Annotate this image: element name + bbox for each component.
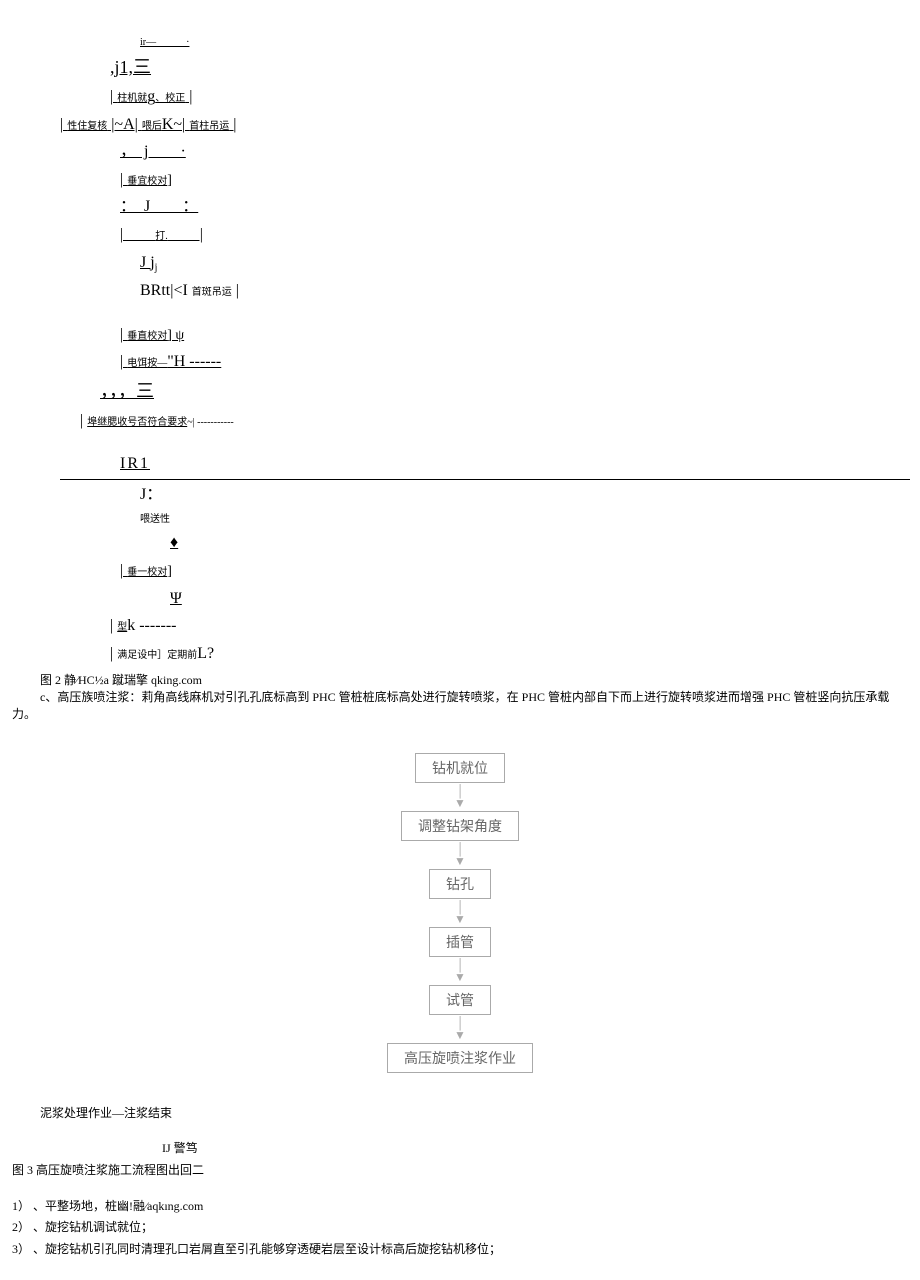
t: "H ------ (167, 353, 221, 370)
t: | (168, 226, 203, 243)
mud-line: 泥浆处理作业—注浆结束 (12, 1103, 908, 1125)
t: |~A| (107, 116, 142, 133)
garbled-diagram-text: ir— · ,j1,三 | 柱机就g、校正 | | 性住复核 |~A| 喂后K~… (0, 0, 920, 666)
line: J j (140, 254, 155, 271)
line: ，，，三 (100, 381, 154, 401)
t: 喂后 (142, 121, 162, 132)
t: 满足设中］定期前 (117, 650, 197, 661)
bottom-text-block: 泥浆处理作业—注浆结束 IJ 警笃 图 3 高压旋喷注浆施工流程图出回二 1） … (0, 1103, 920, 1280)
t: 垂直校对 (127, 331, 167, 342)
t: K~| (162, 116, 189, 133)
t: ] (167, 564, 172, 579)
flow-box: 高压旋喷注浆作业 (387, 1043, 533, 1073)
t: 埠继腮收号否符合要求 (87, 417, 187, 428)
line: ， j · (120, 143, 186, 160)
flow-arrow: │▼ (387, 957, 533, 985)
t: 垂一校对 (127, 567, 167, 578)
t: L? (197, 645, 214, 662)
t: 、校正 (155, 93, 185, 104)
flow-arrow: │▼ (387, 899, 533, 927)
flowchart: 钻机就位 │▼ 调整钻架角度 │▼ 钻孔 │▼ 插管 │▼ 试管 │▼ 高压旋喷… (0, 733, 920, 1103)
t: ] ψ (167, 328, 184, 343)
step-2: 2） 、旋挖钻机调试就位； (12, 1217, 908, 1239)
t: | (232, 282, 239, 299)
flow-arrow: │▼ (387, 783, 533, 811)
line: J： (140, 486, 162, 503)
paragraph-block: 图 2 静⁄HC½a 蹴瑞擎 qking.com c、高压族喷注浆：莉角高线麻机… (0, 668, 920, 732)
paragraph-c: c、高压族喷注浆：莉角高线麻机对引孔孔底标高到 PHC 管桩桩底标高处进行旋转喷… (12, 689, 908, 723)
flow-box: 调整钻架角度 (401, 811, 519, 841)
line: ： J ： (120, 198, 198, 215)
line: ,j1,三 (110, 57, 151, 77)
t: g (147, 88, 155, 105)
flow-box: 插管 (429, 927, 491, 957)
flow-box: 试管 (429, 985, 491, 1015)
t: 电饵按— (127, 358, 167, 369)
t: | (185, 88, 192, 105)
t: 首斑吊运 (192, 287, 232, 298)
t: 性住复核 (67, 121, 107, 132)
figure-3-caption: 图 3 高压旋喷注浆施工流程图出回二 (12, 1160, 908, 1182)
divider (60, 479, 910, 480)
t: ] (167, 173, 172, 188)
line: IR1 (120, 455, 150, 472)
t: | (229, 116, 236, 133)
t: k ------- (127, 617, 176, 634)
t: | (120, 226, 155, 243)
line: ♦ (170, 534, 178, 551)
flow-box: 钻机就位 (415, 753, 505, 783)
t: BRtt|<I (140, 282, 192, 299)
flow-arrow: │▼ (387, 841, 533, 869)
t: 首柱吊运 (189, 121, 229, 132)
step-1: 1） 、平整场地，桩幽!融⁄aqkıng.com (12, 1196, 908, 1218)
flow-box: 钻孔 (429, 869, 491, 899)
t: 柱机就 (117, 93, 147, 104)
t: 型 (117, 622, 127, 633)
line: 喂送性 (140, 514, 170, 525)
t: ~| ----------- (187, 417, 234, 428)
line: Ψ (170, 590, 182, 607)
t: 打. (155, 231, 168, 242)
t: 垂宜校对 (127, 176, 167, 187)
ij-line: IJ 警笃 (12, 1138, 908, 1160)
figure-2-caption: 图 2 静⁄HC½a 蹴瑞擎 qking.com (12, 672, 908, 689)
step-3: 3） 、旋挖钻机引孔同时清理孔口岩屑直至引孔能够穿透硬岩层至设计标高后旋挖钻机移… (12, 1239, 908, 1261)
flow-arrow: │▼ (387, 1015, 533, 1043)
line: ir— · (140, 37, 189, 48)
